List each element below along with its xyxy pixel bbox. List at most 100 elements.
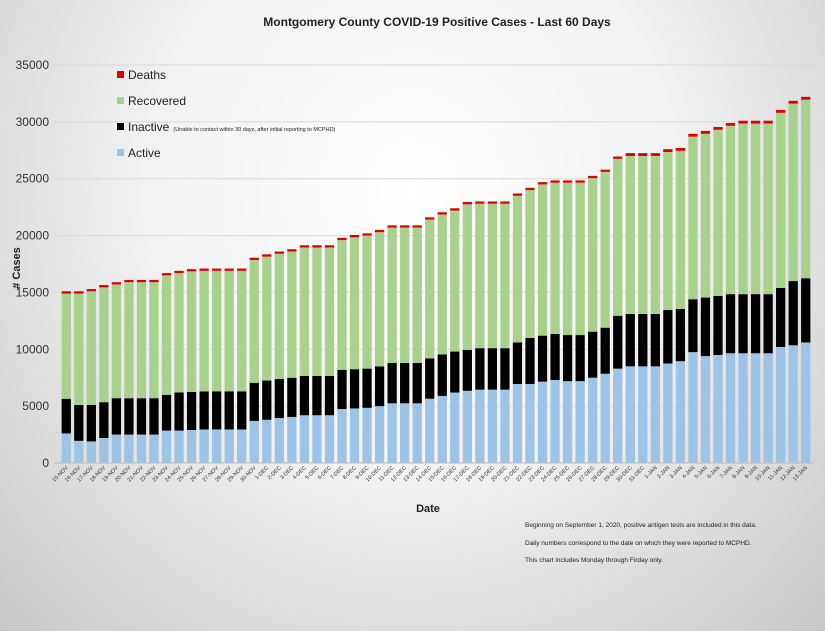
legend-label-inactive-group: Inactive (Unable to contact within 30 day… <box>128 120 336 134</box>
bar-active-27-dec <box>588 377 598 463</box>
bar-active-8-jan <box>738 353 748 463</box>
bar-recovered-29-nov <box>237 270 247 392</box>
bar-recovered-11-jan <box>776 112 786 288</box>
footnote-3: This chart includes Monday through Firda… <box>525 557 663 564</box>
bar-recovered-8-dec <box>349 237 360 370</box>
bar-deaths-11-jan <box>776 109 786 113</box>
legend-label-deaths: Deaths <box>128 68 166 82</box>
bar-inactive-30-nov <box>249 382 259 421</box>
bar-deaths-3-jan <box>675 148 686 151</box>
bar-inactive-31-dec <box>638 314 648 367</box>
bar-active-21-dec <box>512 383 523 463</box>
bar-inactive-27-nov <box>212 391 222 430</box>
bar-inactive-25-nov <box>186 391 197 431</box>
bar-active-6-dec <box>324 415 335 463</box>
bar-recovered-28-nov <box>224 270 234 392</box>
bar-recovered-26-nov <box>199 270 209 392</box>
bar-recovered-21-nov <box>136 282 147 399</box>
x-axis-title: Date <box>416 503 440 515</box>
bar-deaths-23-dec <box>537 182 548 185</box>
bar-active-16-dec <box>450 392 460 463</box>
bar-active-2-jan <box>663 363 673 463</box>
y-tick-label: 20000 <box>16 229 50 243</box>
bar-deaths-28-nov <box>224 268 234 271</box>
bar-inactive-8-jan <box>738 294 748 354</box>
bar-inactive-2-jan <box>663 310 673 364</box>
bar-deaths-8-jan <box>738 120 748 124</box>
bar-inactive-4-dec <box>299 376 310 416</box>
bar-inactive-29-nov <box>237 391 247 430</box>
bar-active-4-dec <box>299 415 310 463</box>
y-tick-label: 0 <box>42 456 49 470</box>
bar-inactive-25-dec <box>562 335 573 382</box>
bar-deaths-21-dec <box>512 193 523 196</box>
legend-swatch-deaths <box>117 71 124 78</box>
bar-recovered-3-jan <box>675 150 686 309</box>
bar-recovered-27-dec <box>588 178 598 332</box>
bar-recovered-9-dec <box>362 235 372 369</box>
x-tick-label: 5-JAN <box>694 465 709 480</box>
bar-active-11-dec <box>387 403 397 463</box>
bar-active-9-jan <box>750 353 761 463</box>
bar-inactive-9-jan <box>750 294 761 354</box>
bar-deaths-1-dec <box>262 254 272 257</box>
legend-swatch-recovered <box>117 97 124 104</box>
bar-active-17-dec <box>462 390 472 463</box>
legend-label-inactive-note: (Unable to contact within 30 days, after… <box>173 127 335 133</box>
bar-active-7-dec <box>337 408 347 463</box>
bar-active-6-jan <box>713 354 723 463</box>
bar-inactive-12-dec <box>400 362 410 404</box>
bar-active-30-nov <box>249 420 259 463</box>
bar-deaths-17-nov <box>86 289 96 292</box>
bar-deaths-10-dec <box>374 229 385 233</box>
bar-recovered-28-dec <box>600 171 610 328</box>
bar-inactive-17-nov <box>86 405 96 442</box>
bar-recovered-15-dec <box>437 214 447 355</box>
bar-inactive-27-dec <box>588 331 598 378</box>
x-tick-label: 8-JAN <box>731 465 746 480</box>
bar-inactive-15-dec <box>437 354 447 396</box>
bar-inactive-19-dec <box>487 348 498 390</box>
bar-recovered-19-dec <box>487 203 498 349</box>
bar-active-19-dec <box>487 389 498 463</box>
bar-recovered-13-jan <box>801 99 811 279</box>
bar-deaths-26-dec <box>575 180 585 183</box>
bar-recovered-10-dec <box>374 232 385 367</box>
bar-inactive-26-nov <box>199 391 209 430</box>
x-tick-label: 1-JAN <box>644 465 659 480</box>
bar-inactive-28-nov <box>224 391 234 430</box>
bar-recovered-26-dec <box>575 182 585 336</box>
bar-recovered-25-nov <box>186 271 197 392</box>
bar-inactive-21-nov <box>136 398 147 435</box>
bar-active-1-dec <box>262 419 272 463</box>
bar-inactive-3-dec <box>287 377 297 417</box>
bar-active-28-nov <box>224 429 234 463</box>
bar-deaths-20-nov <box>124 279 134 283</box>
bar-inactive-5-jan <box>700 297 711 357</box>
bar-recovered-21-dec <box>512 195 523 343</box>
x-axis-ticks: 15-NOV16-NOV17-NOV18-NOV19-NOV20-NOV21-N… <box>51 465 809 484</box>
bar-inactive-30-dec <box>625 314 635 367</box>
bar-recovered-16-nov <box>74 293 84 406</box>
bar-recovered-2-jan <box>663 151 673 311</box>
legend-label-inactive: Inactive <box>128 120 170 134</box>
bar-deaths-5-dec <box>312 245 322 248</box>
bar-active-20-dec <box>500 389 510 463</box>
bar-inactive-22-nov <box>149 398 159 435</box>
bar-recovered-6-dec <box>324 247 335 377</box>
bar-active-12-jan <box>788 345 798 463</box>
bar-active-15-dec <box>437 395 447 463</box>
bar-recovered-20-dec <box>500 203 510 349</box>
bar-deaths-15-nov <box>61 291 71 294</box>
bar-recovered-7-jan <box>725 125 736 295</box>
bar-recovered-6-jan <box>713 129 723 296</box>
bar-deaths-28-dec <box>600 169 610 172</box>
bar-deaths-27-nov <box>212 268 222 271</box>
x-tick-label: 4-JAN <box>681 465 696 480</box>
bar-deaths-16-dec <box>450 208 460 211</box>
legend: Deaths Recovered Inactive (Unable to cont… <box>117 68 336 160</box>
legend-swatch-inactive <box>117 123 124 130</box>
bar-active-22-dec <box>525 383 535 463</box>
bar-active-8-dec <box>349 408 360 463</box>
bar-recovered-10-jan <box>763 123 773 295</box>
